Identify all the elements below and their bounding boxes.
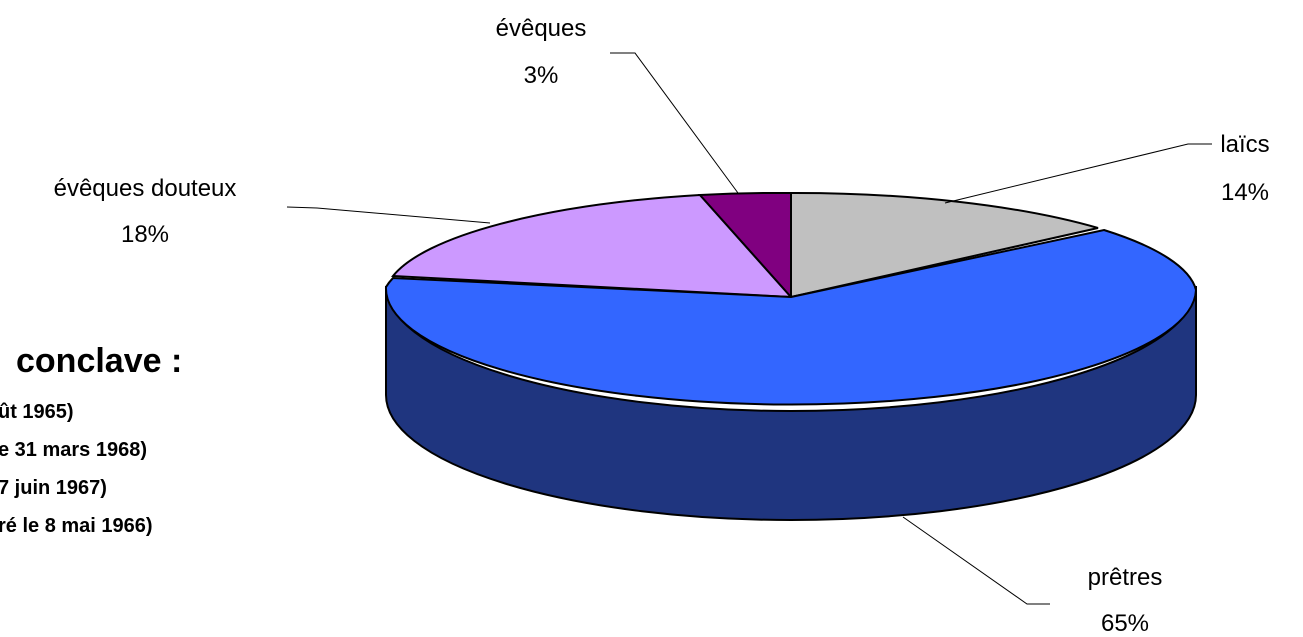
side-heading: conclave : <box>16 342 182 380</box>
slice-label-eveques: évêques <box>496 15 587 42</box>
pie-slice-eveques-douteux <box>390 193 794 299</box>
slice-label-eveques-douteux: évêques douteux <box>54 175 237 202</box>
pie-slice-eveques <box>697 191 792 300</box>
slice-pct-laics: 14% <box>1221 179 1269 206</box>
pie-slice-laics <box>790 191 1099 299</box>
leader-line-eveques-douteux <box>286 206 491 224</box>
side-line-4: ré le 8 mai 1966) <box>0 515 153 537</box>
pie-side-pretres <box>385 285 1197 521</box>
slice-pct-pretres: 65% <box>1101 610 1149 637</box>
leader-line-eveques <box>610 52 739 194</box>
slice-pct-eveques: 3% <box>524 62 559 89</box>
pie-slice-pretres <box>384 228 1198 406</box>
slice-pct-eveques-douteux: 18% <box>121 221 169 248</box>
leader-line-laics <box>944 143 1212 204</box>
side-line-2: e 31 mars 1968) <box>0 439 147 461</box>
side-line-3: 7 juin 1967) <box>0 477 107 499</box>
slice-label-pretres: prêtres <box>1088 564 1163 591</box>
slice-label-laics: laïcs <box>1220 131 1269 158</box>
leader-line-pretres <box>902 516 1050 605</box>
side-line-1: ût 1965) <box>0 401 74 423</box>
